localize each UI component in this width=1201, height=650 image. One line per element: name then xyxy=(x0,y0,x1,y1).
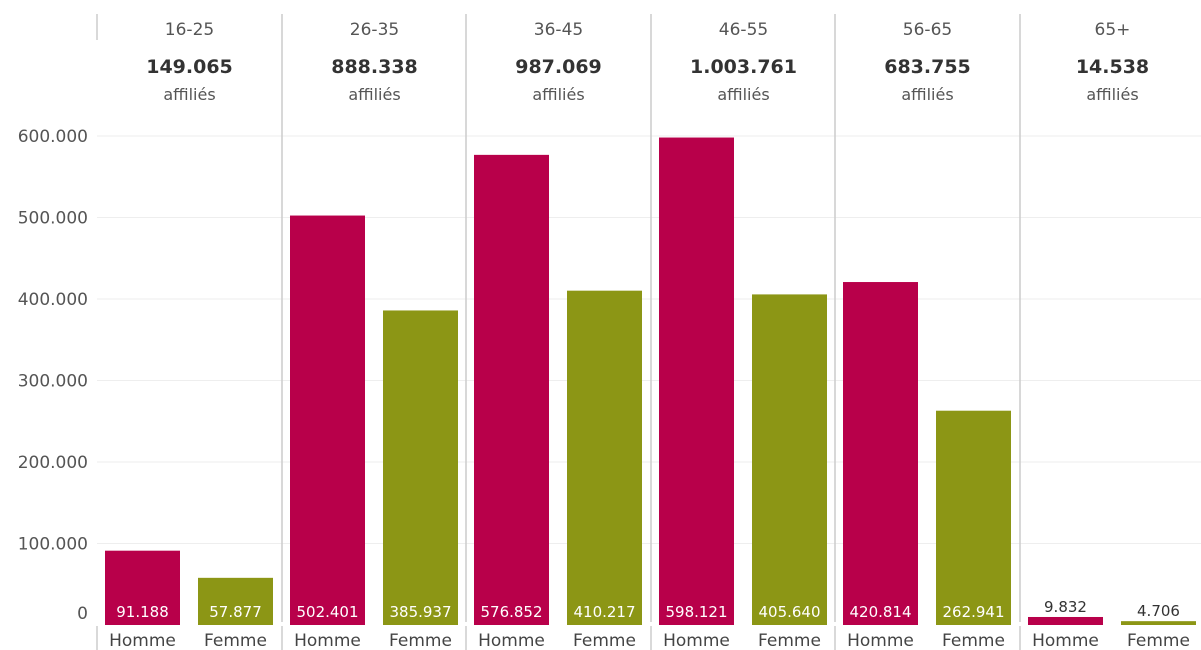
bar-65plus-homme xyxy=(1028,616,1103,625)
bar-46-55-femme xyxy=(752,294,827,625)
data-label: 410.217 xyxy=(573,603,635,621)
age-group-unit: affiliés xyxy=(717,85,769,104)
age-group-unit: affiliés xyxy=(348,85,400,104)
y-tick-label: 300.000 xyxy=(18,372,88,392)
x-category-label: Femme xyxy=(389,631,452,650)
bar-26-35-homme xyxy=(290,215,365,625)
bar-36-45-homme xyxy=(474,154,549,626)
age-group-total: 888.338 xyxy=(331,56,418,78)
age-group-total: 683.755 xyxy=(884,56,971,78)
age-group-total: 149.065 xyxy=(146,56,233,78)
age-group-unit: affiliés xyxy=(1086,85,1138,104)
data-label: 91.188 xyxy=(116,603,169,621)
bar-26-35-femme xyxy=(383,310,458,625)
data-label: 385.937 xyxy=(389,603,451,621)
age-group-label: 46-55 xyxy=(719,20,768,40)
data-label: 57.877 xyxy=(209,603,262,621)
data-label: 262.941 xyxy=(942,603,1004,621)
bar-16-25-femme xyxy=(198,577,273,625)
x-category-label: Femme xyxy=(758,631,821,650)
y-tick-label: 500.000 xyxy=(18,209,88,229)
data-label: 9.832 xyxy=(1044,598,1087,616)
x-category-label: Homme xyxy=(1032,631,1099,650)
x-category-label: Homme xyxy=(847,631,914,650)
bar-56-65-homme xyxy=(843,282,918,625)
data-label: 598.121 xyxy=(665,603,727,621)
age-group-total: 1.003.761 xyxy=(690,56,797,78)
data-label: 502.401 xyxy=(296,603,358,621)
data-label: 420.814 xyxy=(849,603,911,621)
age-group-label: 36-45 xyxy=(534,20,583,40)
x-category-label: Homme xyxy=(294,631,361,650)
x-category-label: Homme xyxy=(478,631,545,650)
x-category-label: Femme xyxy=(204,631,267,650)
y-tick-label: 100.000 xyxy=(18,535,88,555)
data-label: 405.640 xyxy=(758,603,820,621)
age-group-label: 16-25 xyxy=(165,20,214,40)
y-tick-label: 600.000 xyxy=(18,127,88,147)
age-group-label: 26-35 xyxy=(350,20,399,40)
age-group-total: 987.069 xyxy=(515,56,602,78)
age-group-label: 56-65 xyxy=(903,20,952,40)
y-tick-label: 400.000 xyxy=(18,290,88,310)
x-category-label: Homme xyxy=(109,631,176,650)
age-group-unit: affiliés xyxy=(532,85,584,104)
data-label: 576.852 xyxy=(480,603,542,621)
x-category-label: Homme xyxy=(663,631,730,650)
x-category-label: Femme xyxy=(573,631,636,650)
data-label: 4.706 xyxy=(1137,602,1180,620)
y-tick-label: 200.000 xyxy=(18,453,88,473)
bar-46-55-homme xyxy=(659,137,734,626)
age-group-total: 14.538 xyxy=(1076,56,1149,78)
bar-36-45-femme xyxy=(567,290,642,625)
bar-16-25-homme xyxy=(105,550,180,625)
age-group-unit: affiliés xyxy=(901,85,953,104)
bar-65plus-femme xyxy=(1121,621,1196,625)
age-group-unit: affiliés xyxy=(163,85,215,104)
x-category-label: Femme xyxy=(942,631,1005,650)
age-group-label: 65+ xyxy=(1095,20,1131,40)
x-category-label: Femme xyxy=(1127,631,1190,650)
y-tick-label: 0 xyxy=(77,604,88,624)
bar-56-65-femme xyxy=(936,410,1011,625)
